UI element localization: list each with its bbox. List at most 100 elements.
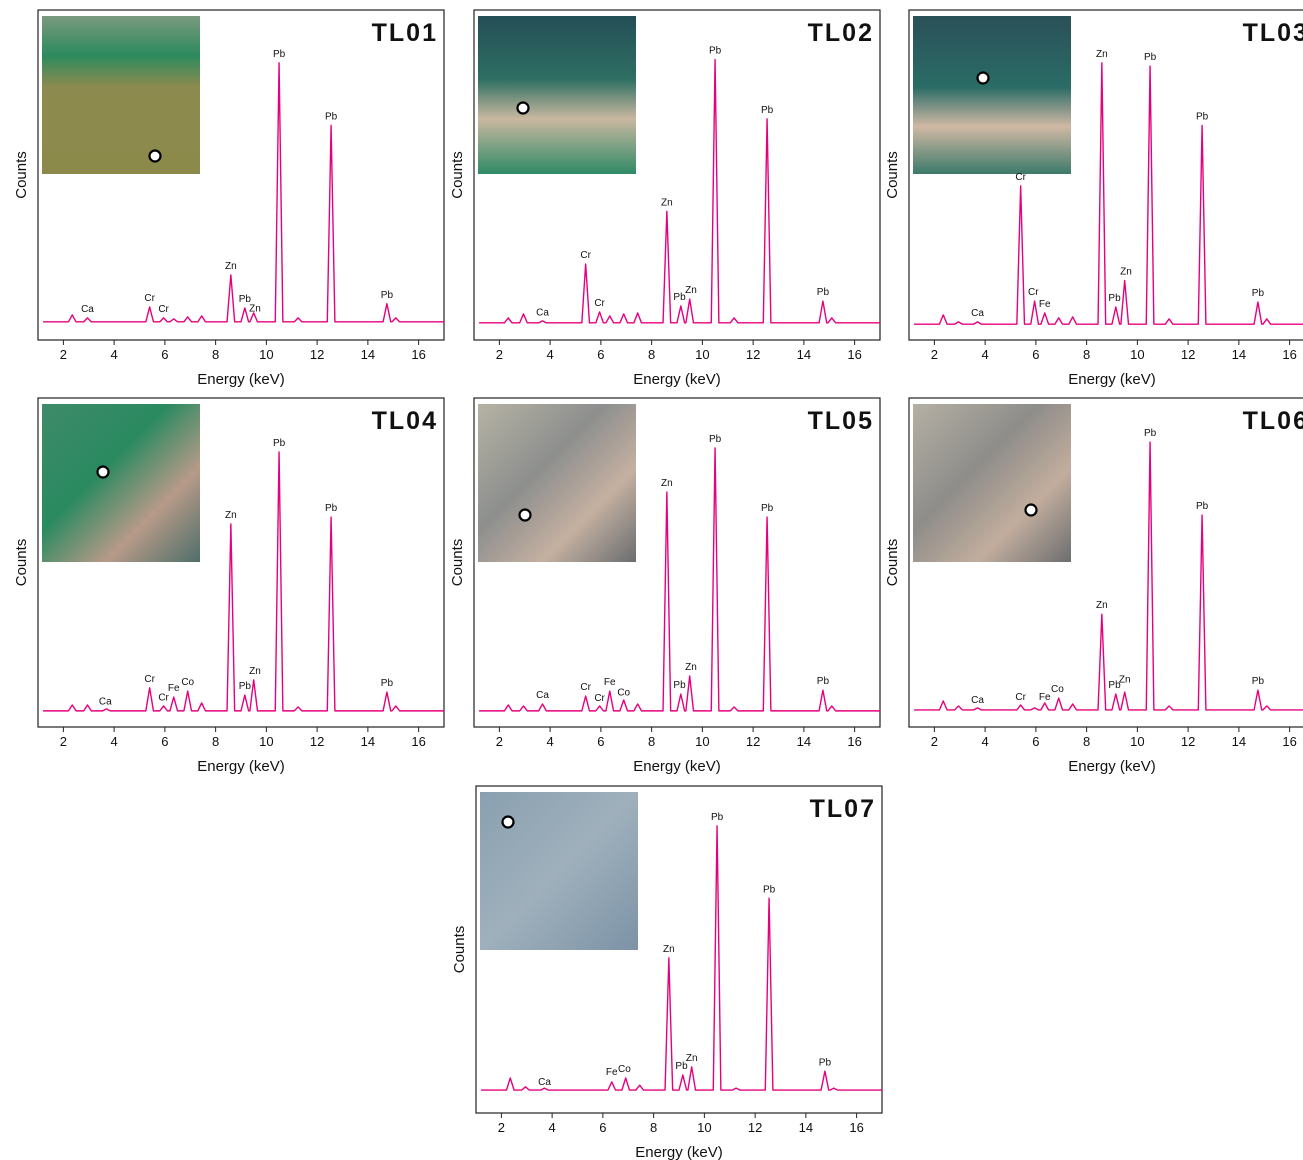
y-axis-label: Counts (451, 926, 468, 974)
panel-title: TL03 (1243, 19, 1303, 47)
x-tick-label: 10 (697, 1120, 711, 1135)
peak-label: Cr (580, 682, 591, 693)
peak-label: Ca (536, 690, 549, 701)
x-tick-label: 12 (746, 734, 760, 749)
x-tick-label: 8 (212, 734, 219, 749)
x-tick-label: 2 (60, 347, 67, 362)
sample-point (98, 467, 109, 478)
peak-label: Ca (971, 308, 984, 319)
peak-label: Zn (686, 1053, 698, 1064)
peak-label: Cr (158, 304, 169, 315)
peak-label: Cr (1015, 692, 1026, 703)
peak-label: Co (1051, 684, 1064, 695)
page: {"chart_data": [ {"type": "line", "title… (0, 0, 1303, 1160)
x-tick-label: 8 (212, 347, 219, 362)
sample-point (1026, 505, 1037, 516)
x-tick-label: 12 (310, 347, 324, 362)
figure: 246810121416Energy (keV)CountsTL01CaCrCr… (0, 0, 1303, 1160)
x-tick-label: 4 (982, 734, 989, 749)
peak-label: Cr (594, 693, 605, 704)
sample-point (978, 73, 989, 84)
x-tick-label: 10 (259, 734, 273, 749)
peak-label: Pb (273, 49, 286, 60)
peak-label: Cr (1015, 172, 1026, 183)
peak-label: Fe (604, 677, 616, 688)
panel: 246810121416Energy (keV)CountsTL05CaCrCr… (449, 398, 880, 775)
peak-label: Pb (1144, 428, 1157, 439)
x-tick-label: 16 (1282, 347, 1296, 362)
x-tick-label: 6 (161, 347, 168, 362)
panel: 246810121416Energy (keV)CountsTL06CaCrFe… (884, 398, 1303, 775)
x-tick-label: 2 (498, 1120, 505, 1135)
x-axis-label: Energy (keV) (1068, 758, 1156, 775)
x-axis-label: Energy (keV) (197, 758, 285, 775)
peak-label: Pb (761, 503, 774, 514)
peak-label: Pb (381, 290, 394, 301)
panel-title: TL06 (1243, 407, 1303, 435)
x-tick-label: 12 (1181, 734, 1195, 749)
x-tick-label: 12 (1181, 347, 1195, 362)
peak-label: Pb (709, 434, 722, 445)
x-tick-label: 14 (797, 347, 811, 362)
peak-label: Fe (1039, 692, 1051, 703)
peak-label: Pb (381, 678, 394, 689)
peak-label: Cr (580, 250, 591, 261)
peak-label: Co (617, 688, 630, 699)
x-tick-label: 16 (1282, 734, 1296, 749)
x-tick-label: 2 (60, 734, 67, 749)
peak-label: Zn (249, 303, 261, 314)
x-tick-label: 4 (547, 734, 554, 749)
x-tick-label: 6 (597, 347, 604, 362)
peak-label: Cr (594, 298, 605, 309)
x-tick-label: 2 (496, 734, 503, 749)
peak-label: Zn (225, 510, 237, 521)
peak-label: Pb (239, 681, 252, 692)
y-axis-label: Counts (13, 151, 30, 199)
x-tick-label: 2 (931, 734, 938, 749)
peak-label: Cr (144, 674, 155, 685)
y-axis-label: Counts (449, 151, 466, 199)
sample-point (520, 510, 531, 521)
x-tick-label: 6 (597, 734, 604, 749)
peak-label: Pb (761, 105, 774, 116)
x-tick-label: 6 (161, 734, 168, 749)
sample-point (503, 817, 514, 828)
x-tick-label: 8 (1083, 347, 1090, 362)
x-tick-label: 10 (695, 347, 709, 362)
peak-label: Zn (249, 666, 261, 677)
x-tick-label: 4 (111, 347, 118, 362)
y-axis-label: Counts (884, 151, 901, 199)
inset-photo (42, 404, 200, 562)
peak-label: Pb (1108, 293, 1121, 304)
x-tick-label: 2 (931, 347, 938, 362)
peak-label: Pb (673, 680, 686, 691)
panel-title: TL01 (372, 19, 438, 47)
peak-label: Zn (661, 478, 673, 489)
x-tick-label: 16 (411, 347, 425, 362)
peak-label: Fe (168, 683, 180, 694)
panel-title: TL04 (372, 407, 438, 435)
inset-photo (480, 792, 638, 950)
x-tick-label: 12 (746, 347, 760, 362)
peak-label: Zn (1096, 600, 1108, 611)
x-tick-label: 12 (748, 1120, 762, 1135)
peak-label: Cr (158, 693, 169, 704)
peak-label: Pb (1196, 501, 1209, 512)
peak-label: Zn (1119, 674, 1131, 685)
peak-label: Pb (1196, 112, 1209, 123)
x-tick-label: 16 (847, 734, 861, 749)
x-axis-label: Energy (keV) (1068, 371, 1156, 388)
peak-label: Pb (819, 1057, 832, 1068)
y-axis-label: Counts (13, 539, 30, 587)
x-tick-label: 2 (496, 347, 503, 362)
x-tick-label: 14 (1232, 347, 1246, 362)
x-tick-label: 8 (648, 734, 655, 749)
panel: 246810121416Energy (keV)CountsTL02CaCrCr… (449, 10, 880, 388)
peak-label: Cr (1028, 287, 1039, 298)
peak-label: Zn (225, 261, 237, 272)
x-tick-label: 14 (799, 1120, 813, 1135)
